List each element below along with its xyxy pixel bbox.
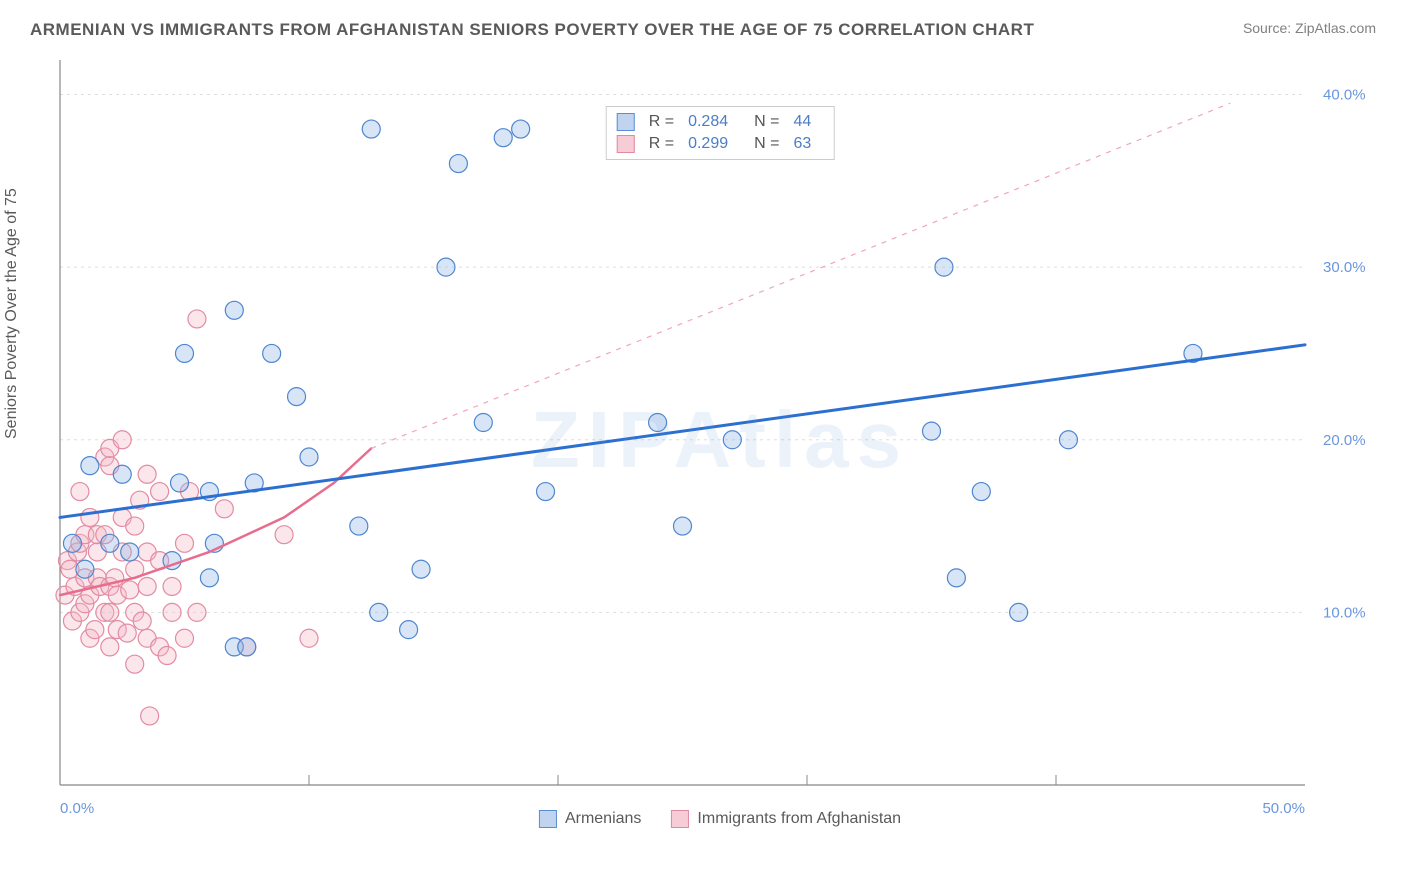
- scatter-point: [300, 448, 318, 466]
- scatter-point: [176, 629, 194, 647]
- scatter-point: [494, 129, 512, 147]
- stat-n-label: N =: [754, 113, 779, 131]
- scatter-point: [86, 621, 104, 639]
- legend-swatch: [617, 113, 635, 131]
- scatter-point: [121, 543, 139, 561]
- scatter-point: [449, 155, 467, 173]
- scatter-point: [238, 638, 256, 656]
- scatter-point: [176, 344, 194, 362]
- scatter-point: [1010, 603, 1028, 621]
- scatter-point: [723, 431, 741, 449]
- scatter-point: [71, 483, 89, 501]
- stat-n-label: N =: [754, 135, 779, 153]
- stat-r-value: 0.284: [688, 113, 728, 131]
- scatter-point: [126, 655, 144, 673]
- scatter-point: [935, 258, 953, 276]
- scatter-point: [101, 603, 119, 621]
- scatter-point: [133, 612, 151, 630]
- stat-r-value: 0.299: [688, 135, 728, 153]
- scatter-point: [188, 310, 206, 328]
- stat-r-label: R =: [649, 135, 674, 153]
- scatter-point: [512, 120, 530, 138]
- y-tick-label: 30.0%: [1323, 259, 1366, 276]
- scatter-point: [263, 344, 281, 362]
- scatter-point: [188, 603, 206, 621]
- scatter-point: [101, 534, 119, 552]
- x-tick-label: 50.0%: [1262, 800, 1305, 817]
- trend-line-blue: [60, 345, 1305, 518]
- scatter-point: [126, 517, 144, 535]
- scatter-point: [81, 457, 99, 475]
- scatter-point: [113, 431, 131, 449]
- scatter-point: [171, 474, 189, 492]
- legend-item: Immigrants from Afghanistan: [671, 810, 901, 828]
- y-tick-label: 40.0%: [1323, 87, 1366, 104]
- legend-swatch: [671, 810, 689, 828]
- correlation-legend: R = 0.284 N = 44 R = 0.299 N = 63: [606, 106, 835, 160]
- scatter-point: [1059, 431, 1077, 449]
- source-label: Source: ZipAtlas.com: [1243, 20, 1376, 36]
- scatter-point: [163, 603, 181, 621]
- scatter-point: [113, 465, 131, 483]
- scatter-point: [412, 560, 430, 578]
- scatter-plot: 10.0% 20.0% 30.0% 40.0% 0.0% 50.0%: [55, 50, 1385, 830]
- chart-title: ARMENIAN VS IMMIGRANTS FROM AFGHANISTAN …: [30, 20, 1034, 40]
- legend-label: Immigrants from Afghanistan: [697, 810, 901, 828]
- y-axis-label: Seniors Poverty Over the Age of 75: [3, 188, 21, 439]
- scatter-point: [138, 465, 156, 483]
- x-tick-label: 0.0%: [60, 800, 94, 817]
- scatter-point: [400, 621, 418, 639]
- scatter-point: [141, 707, 159, 725]
- legend-swatch: [539, 810, 557, 828]
- scatter-point: [947, 569, 965, 587]
- scatter-point: [300, 629, 318, 647]
- scatter-point: [537, 483, 555, 501]
- scatter-point: [76, 560, 94, 578]
- legend-row: R = 0.284 N = 44: [617, 111, 824, 133]
- source-prefix: Source:: [1243, 20, 1295, 36]
- scatter-point: [649, 414, 667, 432]
- series-legend: Armenians Immigrants from Afghanistan: [539, 810, 901, 828]
- y-tick-label: 20.0%: [1323, 432, 1366, 449]
- scatter-point: [362, 120, 380, 138]
- scatter-point: [474, 414, 492, 432]
- legend-item: Armenians: [539, 810, 641, 828]
- legend-swatch: [617, 135, 635, 153]
- scatter-point: [370, 603, 388, 621]
- scatter-point: [63, 534, 81, 552]
- scatter-point: [151, 483, 169, 501]
- scatter-point: [350, 517, 368, 535]
- scatter-point: [674, 517, 692, 535]
- scatter-point: [121, 581, 139, 599]
- stat-n-value: 63: [793, 135, 811, 153]
- scatter-point: [215, 500, 233, 518]
- stat-n-value: 44: [793, 113, 811, 131]
- stat-r-label: R =: [649, 113, 674, 131]
- scatter-point: [200, 569, 218, 587]
- scatter-point: [101, 638, 119, 656]
- legend-row: R = 0.299 N = 63: [617, 133, 824, 155]
- source-link[interactable]: ZipAtlas.com: [1295, 20, 1376, 36]
- scatter-point: [288, 388, 306, 406]
- scatter-point: [275, 526, 293, 544]
- scatter-point: [972, 483, 990, 501]
- scatter-point: [923, 422, 941, 440]
- scatter-point: [225, 301, 243, 319]
- scatter-point: [118, 624, 136, 642]
- scatter-point: [158, 647, 176, 665]
- scatter-point: [176, 534, 194, 552]
- scatter-point: [437, 258, 455, 276]
- scatter-point: [138, 577, 156, 595]
- legend-label: Armenians: [565, 810, 641, 828]
- y-tick-label: 10.0%: [1323, 604, 1366, 621]
- scatter-point: [163, 577, 181, 595]
- chart-area: ZIPAtlas 10.0%20.0%30.0%40.0%0.0%50.0% R…: [55, 50, 1385, 830]
